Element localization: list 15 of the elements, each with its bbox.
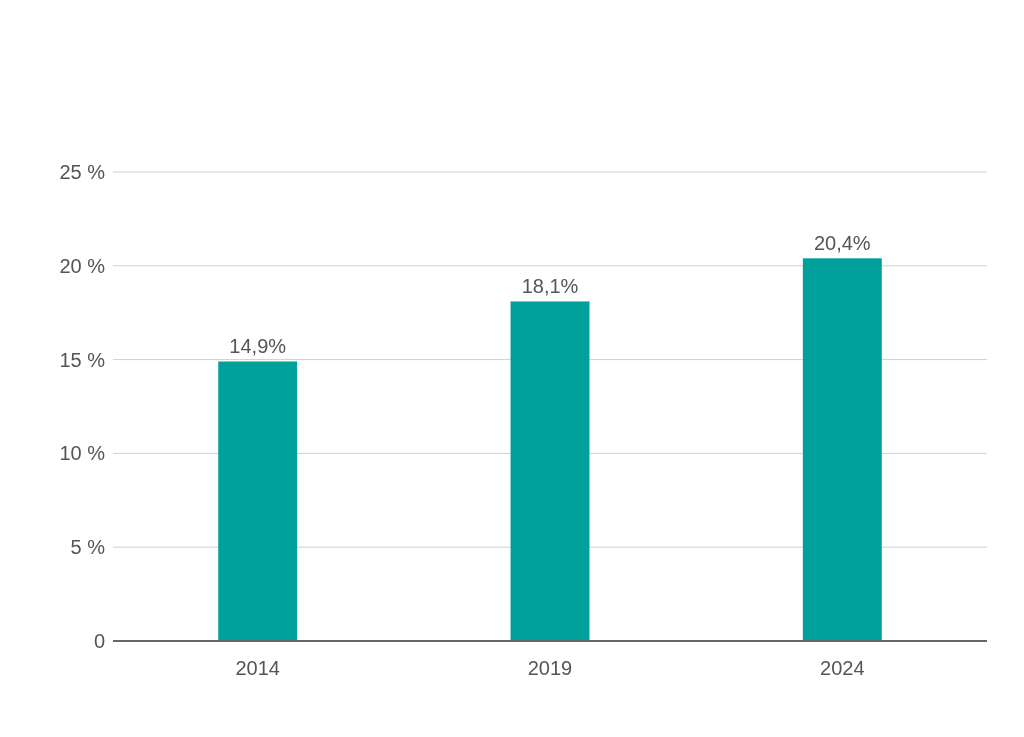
y-tick-label: 20 %: [59, 254, 106, 277]
bar: [802, 258, 882, 641]
data-label: 14,9%: [229, 335, 287, 358]
data-label: 20,4%: [813, 232, 871, 255]
x-tick-label: 2019: [527, 657, 573, 679]
y-tick-label: 15 %: [59, 348, 106, 371]
x-tick-label: 2014: [235, 657, 280, 679]
y-tick-label: 10 %: [59, 442, 106, 465]
x-tick-label: 2024: [820, 657, 865, 679]
y-tick-label: 5 %: [70, 536, 106, 559]
y-tick-label: 0: [93, 630, 105, 652]
y-tick-label: 25 %: [59, 161, 106, 183]
data-label: 18,1%: [521, 275, 579, 298]
bar: [510, 301, 590, 641]
bar: [218, 361, 298, 641]
